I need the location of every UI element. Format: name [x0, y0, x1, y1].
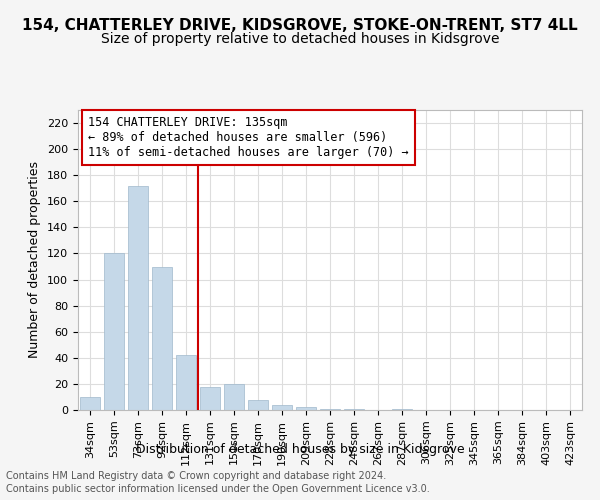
Text: Size of property relative to detached houses in Kidsgrove: Size of property relative to detached ho…: [101, 32, 499, 46]
Text: 154, CHATTERLEY DRIVE, KIDSGROVE, STOKE-ON-TRENT, ST7 4LL: 154, CHATTERLEY DRIVE, KIDSGROVE, STOKE-…: [22, 18, 578, 32]
Bar: [200, 386, 220, 410]
Y-axis label: Number of detached properties: Number of detached properties: [28, 162, 41, 358]
Bar: [104, 254, 124, 410]
Bar: [272, 405, 292, 410]
Bar: [344, 408, 364, 410]
Bar: [80, 397, 100, 410]
Bar: [392, 408, 412, 410]
Bar: [128, 186, 148, 410]
Text: Contains public sector information licensed under the Open Government Licence v3: Contains public sector information licen…: [6, 484, 430, 494]
Bar: [176, 355, 196, 410]
Bar: [248, 400, 268, 410]
Text: 154 CHATTERLEY DRIVE: 135sqm
← 89% of detached houses are smaller (596)
11% of s: 154 CHATTERLEY DRIVE: 135sqm ← 89% of de…: [88, 116, 409, 159]
Bar: [152, 266, 172, 410]
Text: Contains HM Land Registry data © Crown copyright and database right 2024.: Contains HM Land Registry data © Crown c…: [6, 471, 386, 481]
Bar: [296, 408, 316, 410]
Bar: [224, 384, 244, 410]
Bar: [320, 408, 340, 410]
Text: Distribution of detached houses by size in Kidsgrove: Distribution of detached houses by size …: [136, 442, 464, 456]
